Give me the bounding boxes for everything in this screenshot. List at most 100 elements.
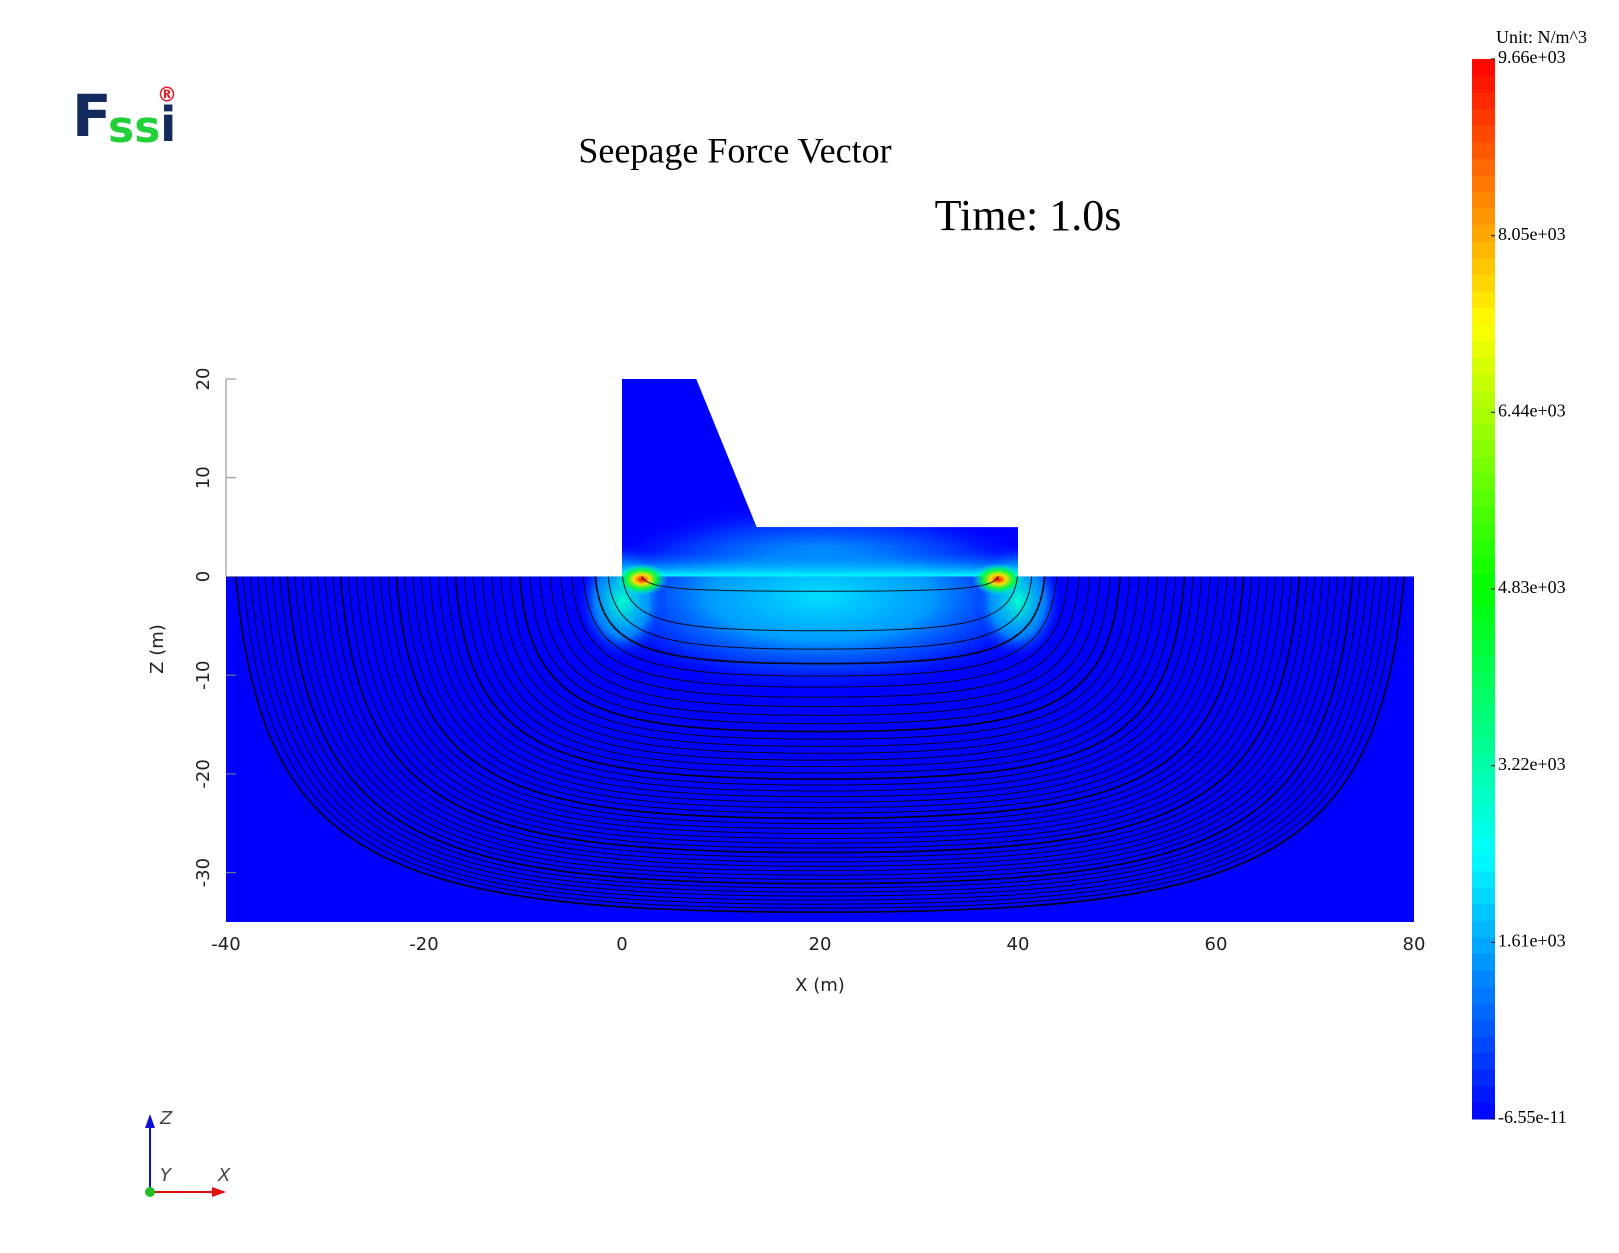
streamline xyxy=(429,576,1211,798)
triad-z-label: Z xyxy=(159,1108,173,1129)
colorbar-step xyxy=(1472,373,1495,391)
hotspot xyxy=(615,563,668,596)
x-tick-label: -40 xyxy=(211,934,240,955)
colorbar-step xyxy=(1472,324,1495,342)
streamline xyxy=(286,576,1354,885)
colorbar-step xyxy=(1472,887,1495,905)
colorbar-step xyxy=(1472,1003,1495,1021)
colorbar-step xyxy=(1472,738,1495,756)
streamline xyxy=(264,576,1376,897)
streamline xyxy=(363,576,1277,839)
streamline xyxy=(519,576,1121,733)
y-tick-label: -10 xyxy=(193,660,214,689)
colorbar-step xyxy=(1472,141,1495,159)
colorbar-step xyxy=(1472,1052,1495,1070)
streamline xyxy=(420,576,1220,803)
streamline xyxy=(395,576,1245,820)
colorbar-step xyxy=(1472,754,1495,772)
colorbar-step xyxy=(1472,290,1495,308)
colorbar-step xyxy=(1472,522,1495,540)
colorbar-tick-label: 3.22e+03 xyxy=(1498,754,1566,774)
colorbar-step xyxy=(1472,158,1495,176)
triad-x-label: X xyxy=(217,1165,231,1186)
colorbar-step xyxy=(1472,969,1495,987)
colorbar-step xyxy=(1472,638,1495,656)
streamline xyxy=(249,576,1391,905)
streamline xyxy=(339,576,1301,854)
x-axis-label: X (m) xyxy=(795,975,845,996)
streamline xyxy=(379,576,1261,830)
colorbar-step xyxy=(1472,406,1495,424)
colorbar-step xyxy=(1472,605,1495,623)
streamline xyxy=(641,576,999,592)
colorbar-step xyxy=(1472,704,1495,722)
streamline xyxy=(500,576,1140,747)
colorbar-step xyxy=(1472,804,1495,822)
streamline xyxy=(412,576,1228,809)
colorbar-step xyxy=(1472,555,1495,573)
colorbar-step xyxy=(1472,257,1495,275)
triad-x-arrow xyxy=(212,1187,226,1197)
colorbar-step xyxy=(1472,936,1495,954)
x-tick-label: 20 xyxy=(809,934,832,955)
colorbar-step xyxy=(1472,572,1495,590)
colorbar-step xyxy=(1472,1036,1495,1054)
colorbar-tick-label: 4.83e+03 xyxy=(1498,577,1566,597)
colorbar-step xyxy=(1472,771,1495,789)
colorbar-step xyxy=(1472,174,1495,192)
colorbar-step xyxy=(1472,1019,1495,1037)
streamline xyxy=(463,576,1177,774)
colorbar-step xyxy=(1472,903,1495,921)
streamline xyxy=(257,576,1383,901)
colorbar-step xyxy=(1472,920,1495,938)
logo: F ss i ® xyxy=(72,82,177,153)
y-axis-label: Z (m) xyxy=(147,624,168,674)
x-tick-label: 80 xyxy=(1403,934,1426,955)
colorbar-step xyxy=(1472,439,1495,457)
streamline xyxy=(446,576,1194,786)
y-tick-label: 0 xyxy=(193,571,214,582)
logo-ss: ss xyxy=(108,102,160,153)
colorbar-step xyxy=(1472,125,1495,143)
logo-f: F xyxy=(72,82,112,150)
colorbar-step xyxy=(1472,473,1495,491)
streamline xyxy=(387,576,1253,824)
streamline xyxy=(301,576,1339,876)
colorbar-step xyxy=(1472,423,1495,441)
colorbar-step xyxy=(1472,953,1495,971)
colorbar-tick-label: 1.61e+03 xyxy=(1498,930,1566,950)
colorbar-step xyxy=(1472,688,1495,706)
y-tick-label: 20 xyxy=(193,368,214,391)
logo-i: i xyxy=(160,97,176,153)
colorbar-step xyxy=(1472,357,1495,375)
streamline xyxy=(560,576,1080,698)
colorbar-tick-label: 6.44e+03 xyxy=(1498,400,1566,420)
streamline xyxy=(242,576,1398,909)
streamline xyxy=(235,576,1405,914)
streamline xyxy=(539,576,1101,716)
colorbar-step xyxy=(1472,224,1495,242)
colorbar-tick-label: 8.05e+03 xyxy=(1498,224,1566,244)
y-tick-label: -20 xyxy=(193,759,214,788)
streamline xyxy=(294,576,1346,880)
streamline xyxy=(404,576,1236,814)
streamline xyxy=(437,576,1203,792)
colorbar-title: Unit: N/m^3 xyxy=(1496,27,1587,47)
chart-subtitle: Time: 1.0s xyxy=(935,191,1122,240)
colorbar-step xyxy=(1472,539,1495,557)
streamline xyxy=(371,576,1269,835)
colorbar-step xyxy=(1472,191,1495,209)
dam-base-glow xyxy=(622,546,1018,577)
colorbar-step xyxy=(1472,870,1495,888)
colorbar-step xyxy=(1472,506,1495,524)
colorbar-step xyxy=(1472,1069,1495,1087)
streamline xyxy=(607,576,1033,650)
colorbar-step xyxy=(1472,854,1495,872)
colorbar-step xyxy=(1472,208,1495,226)
streamline xyxy=(594,576,1046,665)
colorbar-step xyxy=(1472,307,1495,325)
triad-y-label: Y xyxy=(160,1165,173,1186)
streamline xyxy=(271,576,1369,893)
colorbar-step xyxy=(1472,92,1495,110)
